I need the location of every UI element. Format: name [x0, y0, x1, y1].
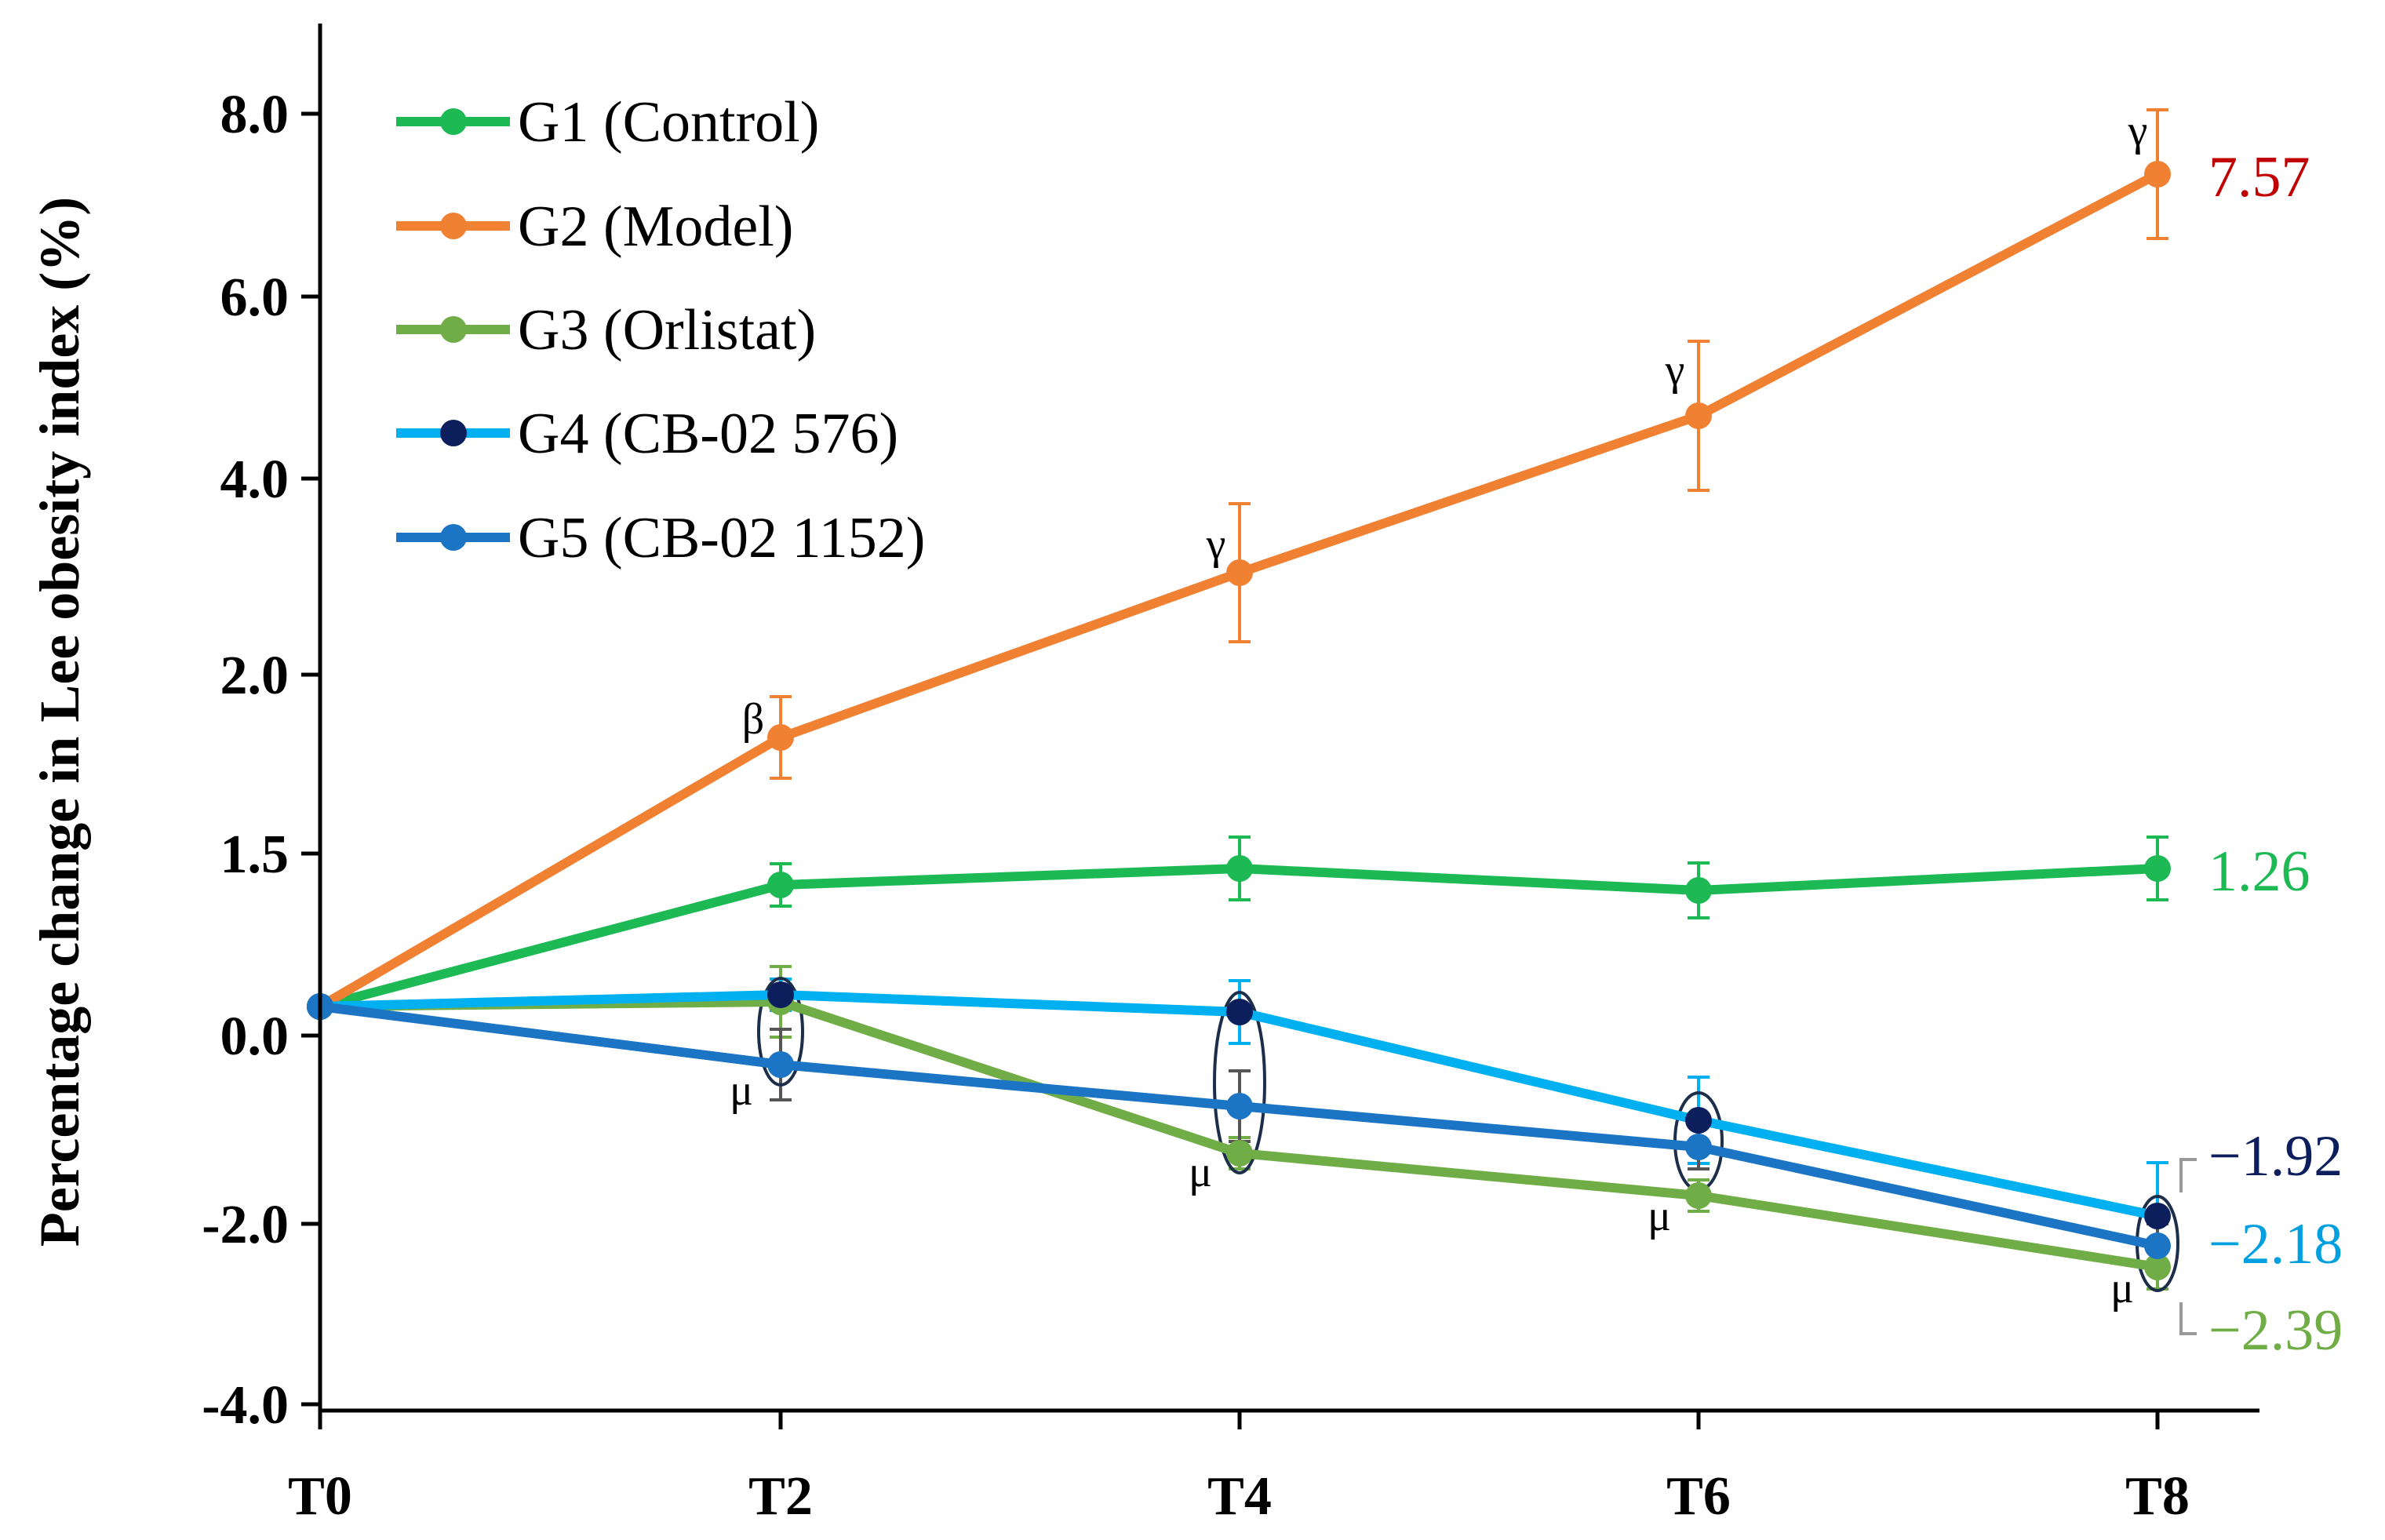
end-value-label: −1.92	[2208, 1124, 2343, 1189]
legend-marker	[440, 420, 467, 446]
significance-annotation: μ	[1189, 1148, 1212, 1196]
series-1-point	[1685, 877, 1712, 904]
significance-ellipse	[1213, 991, 1266, 1174]
series-4-point	[2144, 1203, 2171, 1229]
legend-label: G4 (CB-02 576)	[518, 402, 898, 466]
series-1-point	[1226, 855, 1253, 882]
legend-marker	[440, 316, 467, 343]
legend-label: G2 (Model)	[518, 195, 793, 259]
chart-markers	[307, 161, 2171, 1280]
chart-error-bars	[770, 108, 2168, 1291]
chart-legend: G1 (Control) G2 (Model) G3 (Orlistat) G4 (C…	[396, 90, 925, 570]
end-value-label: 1.26	[2208, 839, 2310, 904]
series-2-point	[2144, 161, 2171, 187]
significance-annotation: γ	[1206, 520, 1226, 569]
significance-annotation: γ	[1665, 346, 1685, 395]
significance-annotation: μ	[2110, 1264, 2134, 1312]
significance-annotation: β	[742, 695, 765, 744]
significance-annotation: μ	[1648, 1192, 1671, 1240]
end-label-bracket	[2179, 1158, 2197, 1192]
legend-marker	[440, 108, 467, 135]
end-value-label: −2.18	[2208, 1212, 2343, 1276]
significance-annotation: μ	[730, 1066, 753, 1115]
series-4-point	[1226, 999, 1253, 1025]
series-2-point	[1685, 402, 1712, 429]
y-tick-label: -4.0	[202, 1375, 289, 1436]
y-tick-label: 0.0	[220, 1007, 289, 1067]
chart-axes: 8.0 6.0 4.0 2.0 1.5 0.0 -2.0 -4.0 T0 T2 T4 T6 T8 Perc…	[28, 24, 2259, 1527]
series-3-point	[1226, 1140, 1253, 1167]
x-tick-label: T2	[748, 1466, 813, 1527]
x-tick-label: T0	[288, 1466, 352, 1527]
series-3-point	[2144, 1254, 2171, 1280]
end-value-label: −2.39	[2208, 1298, 2343, 1363]
significance-annotation: γ	[2128, 107, 2148, 155]
significance-ellipses	[757, 977, 2179, 1292]
legend-marker	[440, 213, 467, 239]
legend-label: G3 (Orlistat)	[518, 298, 816, 362]
y-tick-label: 4.0	[220, 450, 289, 510]
legend-label: G5 (CB-02 1152)	[518, 506, 925, 570]
x-tick-label: T8	[2125, 1466, 2190, 1527]
end-label-bracket	[2179, 1302, 2197, 1335]
x-tick-label: T4	[1207, 1466, 1272, 1527]
series-5-point	[2144, 1232, 2171, 1259]
y-axis-label: Percentage change in Lee obesity index (…	[28, 197, 91, 1247]
series-4-point	[1685, 1107, 1712, 1134]
series-5-point	[1226, 1093, 1253, 1120]
series-4-point	[767, 981, 794, 1008]
chart-labels: β γ γ γ μ μ μ μ 7.57 1.26 −1.92 −2.18 −2.39	[730, 107, 2343, 1363]
series-2-point	[1226, 559, 1253, 586]
y-tick-label: -2.0	[202, 1195, 289, 1255]
x-tick-label: T6	[1666, 1466, 1731, 1527]
series-5-point	[767, 1051, 794, 1078]
legend-marker	[440, 524, 467, 551]
series-3-point	[1685, 1182, 1712, 1209]
significance-ellipse	[757, 977, 804, 1087]
y-tick-label: 2.0	[220, 646, 289, 706]
series-5-point	[1685, 1134, 1712, 1160]
y-tick-label: 8.0	[220, 85, 289, 145]
end-value-label: 7.57	[2208, 145, 2310, 209]
y-tick-label: 1.5	[220, 825, 289, 885]
series-2-point	[767, 724, 794, 751]
legend-label: G1 (Control)	[518, 90, 819, 155]
y-tick-label: 6.0	[220, 268, 289, 328]
series-1-point	[767, 872, 794, 898]
series-1-point	[2144, 855, 2171, 882]
